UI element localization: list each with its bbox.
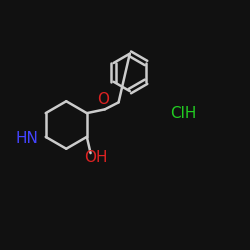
Text: OH: OH	[84, 150, 108, 165]
Text: HN: HN	[16, 130, 38, 146]
Text: ClH: ClH	[170, 106, 197, 121]
Text: O: O	[98, 92, 110, 108]
